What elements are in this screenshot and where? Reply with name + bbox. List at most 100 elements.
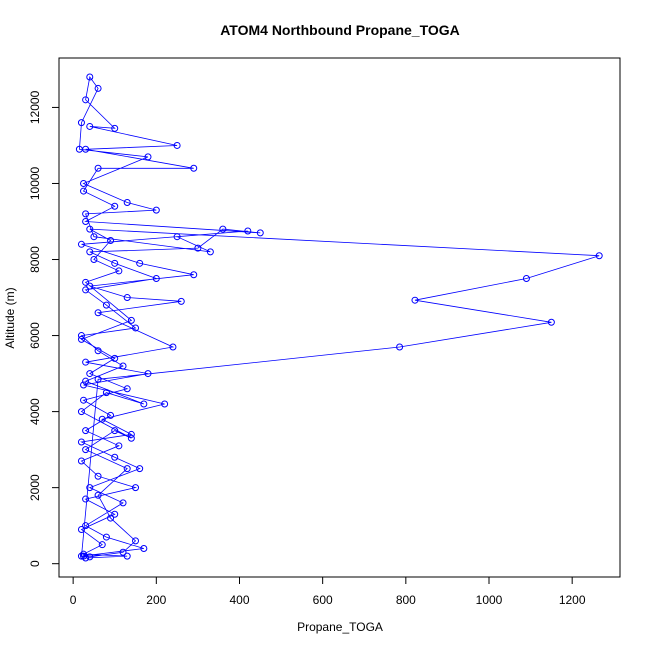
data-point [102,301,110,309]
data-point [411,296,419,304]
data-point [111,124,119,132]
data-point [82,217,90,225]
data-point [123,552,131,560]
data-point [144,370,152,378]
data-point [115,267,123,275]
data-point [132,324,140,332]
data-point [127,316,135,324]
data-point [102,389,110,397]
data-point [206,248,214,256]
data-point [107,237,115,245]
chart-title: ATOM4 Northbound Propane_TOGA [220,22,460,38]
data-point [86,553,94,561]
data-point [80,179,88,187]
data-point [136,465,144,473]
data-point [86,122,94,130]
data-point [111,453,119,461]
data-point [90,233,98,241]
data-point [82,377,90,385]
x-tick-label: 200 [146,593,166,607]
x-tick-label: 1200 [559,593,586,607]
data-point [82,278,90,286]
data-point [102,533,110,541]
x-tick-label: 1000 [476,593,503,607]
data-point [75,145,83,153]
data-point [194,244,202,252]
data-point [396,343,404,351]
data-point [177,297,185,305]
data-point [140,400,148,408]
data-point [82,427,90,435]
data-point [86,282,94,290]
data-point [94,309,102,317]
data-point [86,73,94,81]
data-point [173,141,181,149]
data-point [219,225,227,233]
data-point [82,286,90,294]
data-point [115,442,123,450]
data-point [123,465,131,473]
data-point [169,343,177,351]
data-point [80,381,88,389]
y-tick-label: 10000 [28,166,42,200]
data-point [98,415,106,423]
data-point [82,554,90,562]
data-point [123,385,131,393]
data-point [132,537,140,545]
data-point [82,446,90,454]
data-point [107,411,115,419]
data-point [98,541,106,549]
data-point [94,375,102,383]
data-point [94,491,102,499]
data-point [161,400,169,408]
data-point [123,198,131,206]
data-point [80,550,88,558]
data-point [82,522,90,530]
y-axis-label: Altitude (m) [3,287,17,348]
data-point [522,275,530,283]
data-point [80,396,88,404]
y-tick-label: 2000 [28,474,42,501]
data-point [86,248,94,256]
data-point [119,499,127,507]
data-point [111,427,119,435]
x-tick-label: 400 [229,593,249,607]
data-point [82,358,90,366]
data-point [77,552,85,560]
data-point [190,164,198,172]
data-point [94,84,102,92]
data-point [244,227,252,235]
data-point [127,434,135,442]
x-tick-label: 0 [70,593,77,607]
data-point [82,210,90,218]
data-point [77,525,85,533]
data-point [86,370,94,378]
data-point [111,202,119,210]
y-tick-label: 12000 [28,90,42,124]
data-point [77,335,85,343]
data-point [86,225,94,233]
y-tick-label: 6000 [28,322,42,349]
y-tick-label: 4000 [28,398,42,425]
data-point [123,294,131,302]
data-point [173,233,181,241]
data-point [595,252,603,260]
data-point [77,332,85,340]
data-point [77,408,85,416]
data-point [140,544,148,552]
data-point [90,256,98,264]
data-point [152,206,160,214]
data-point [152,275,160,283]
data-point [119,362,127,370]
data-point [94,347,102,355]
data-point [119,548,127,556]
data-point [111,354,119,362]
data-point [132,484,140,492]
data-point [136,259,144,267]
y-tick-label: 0 [28,560,42,567]
y-tick-label: 8000 [28,246,42,273]
data-point [82,495,90,503]
data-line [78,76,600,559]
